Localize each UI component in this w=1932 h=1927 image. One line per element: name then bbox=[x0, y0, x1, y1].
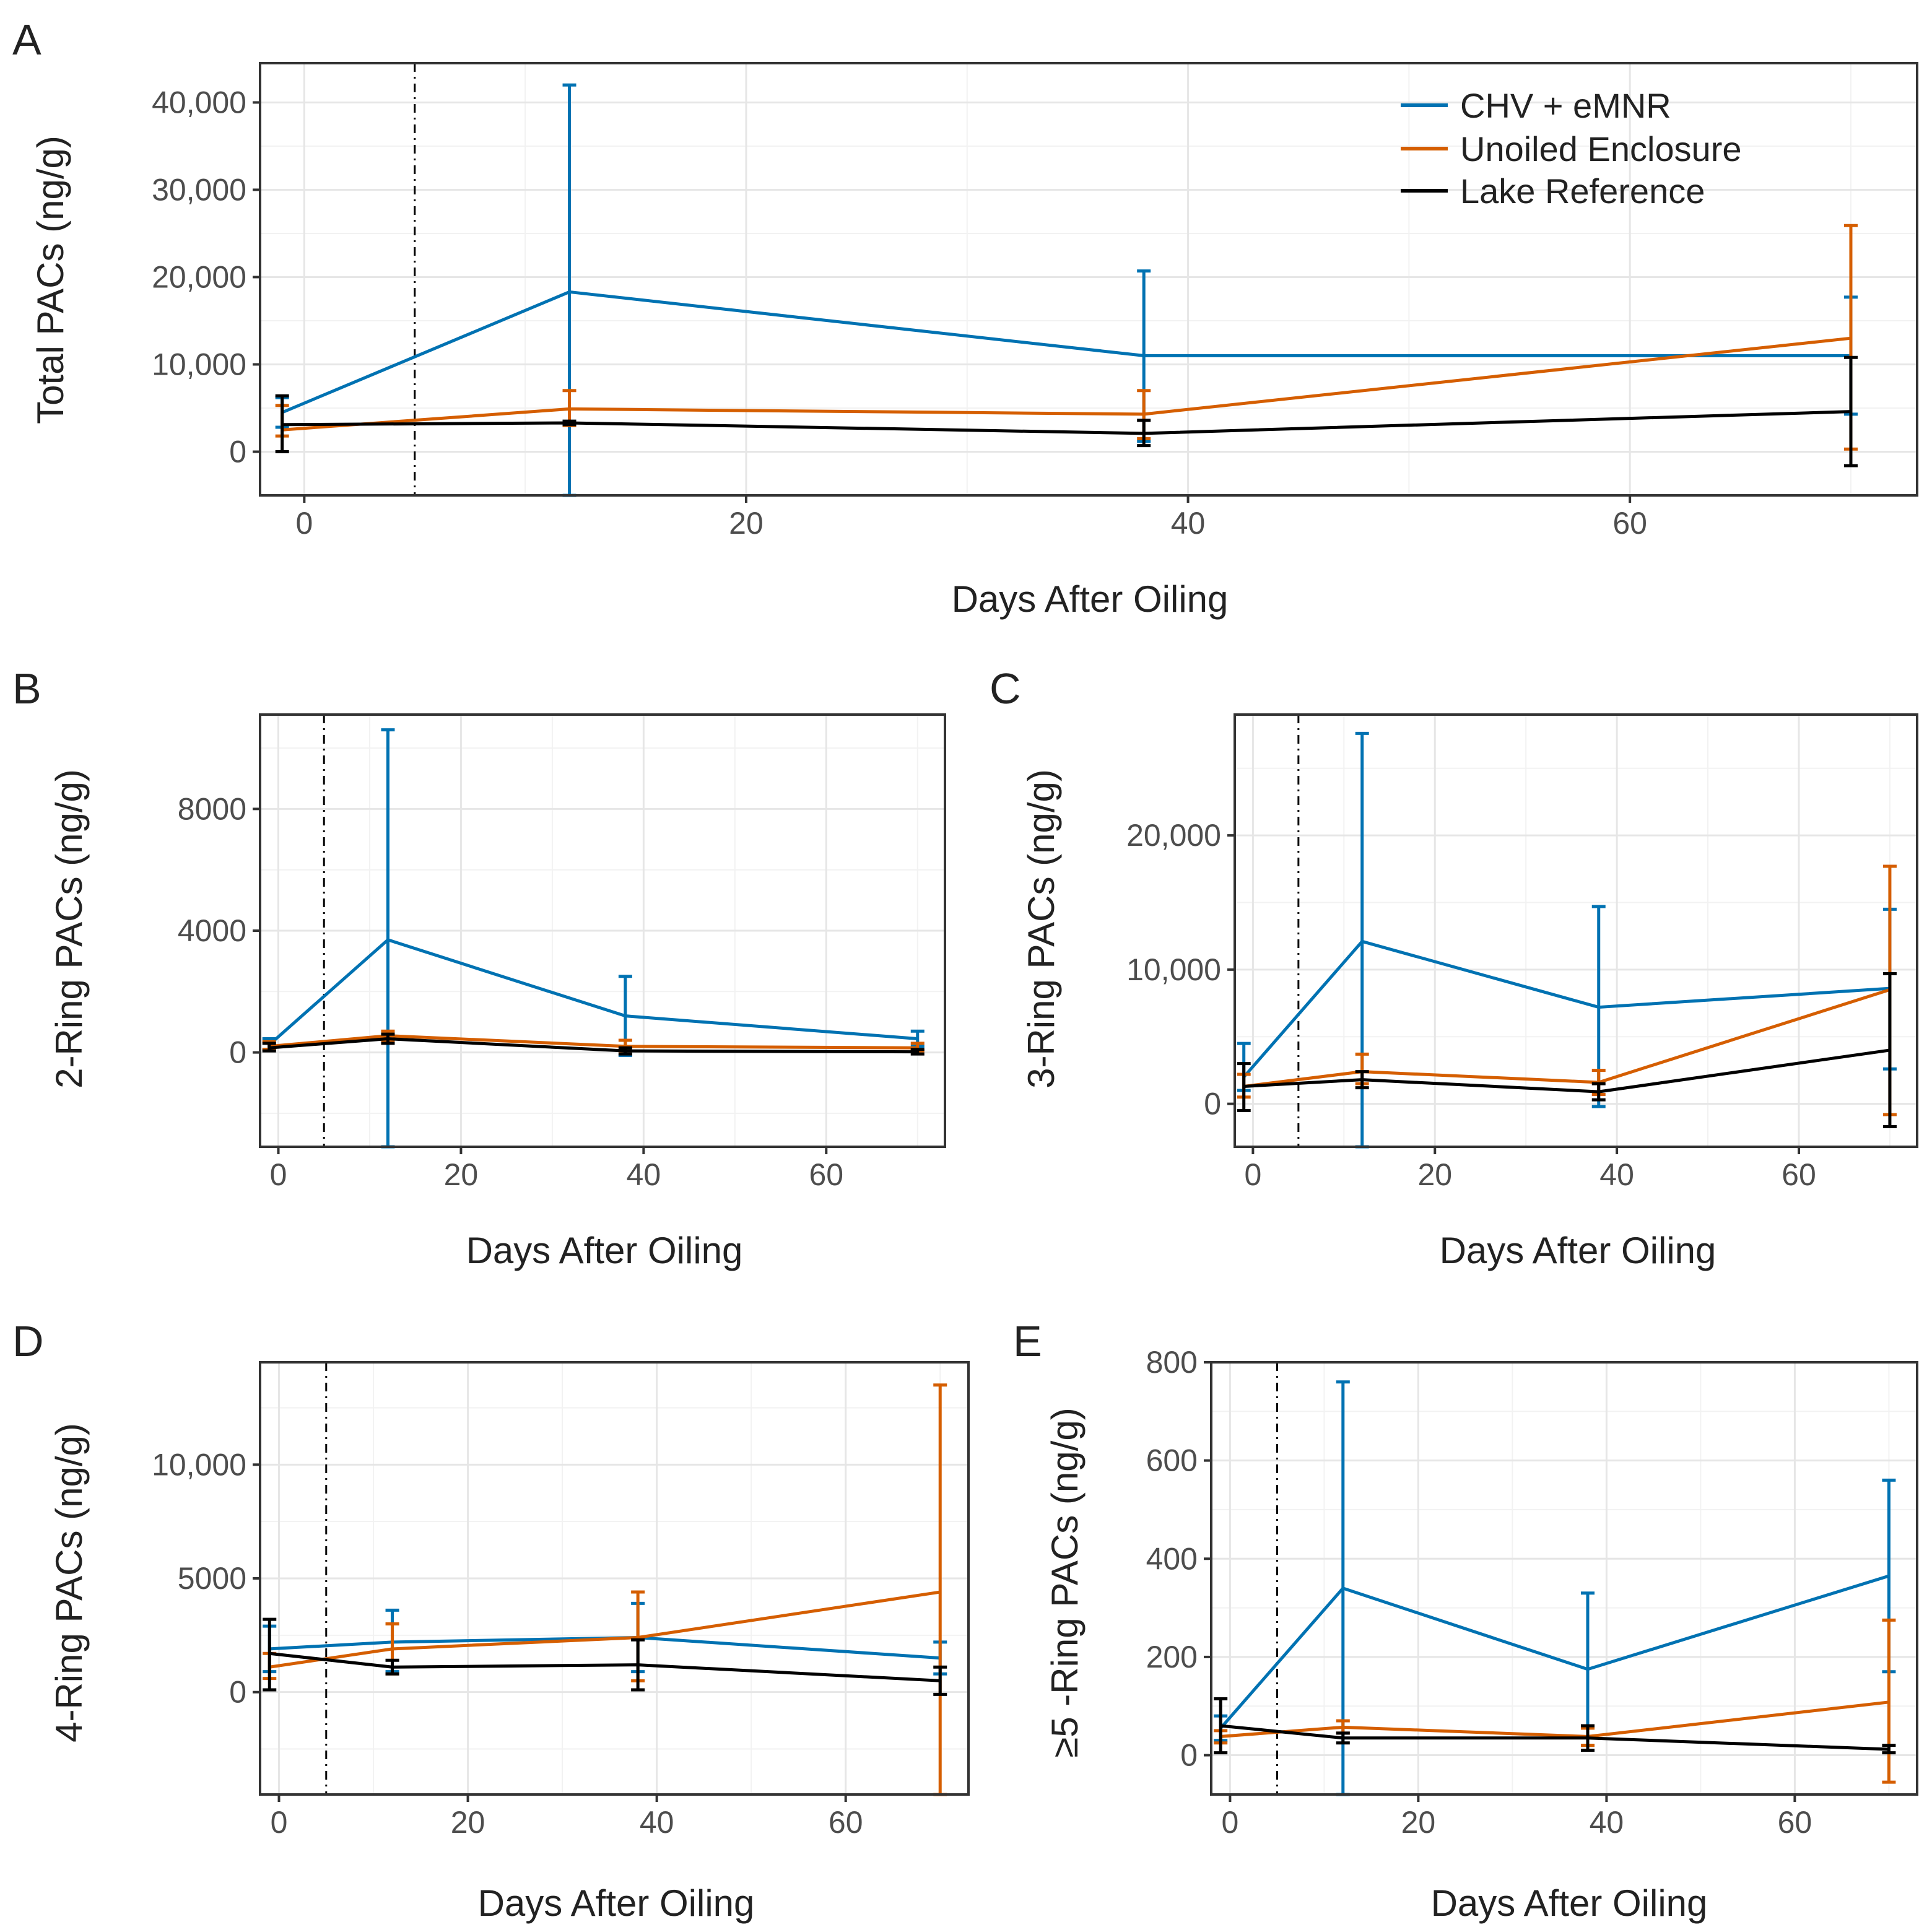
panel-b-series-line-lake-reference bbox=[269, 1037, 918, 1054]
panel-d-series-line-unoiled-enclosure bbox=[269, 1590, 941, 1669]
panel-e-x-tick-label: 0 bbox=[1221, 1805, 1238, 1840]
panel-a-x-tick-label: 0 bbox=[295, 506, 313, 541]
panel-e-y-tick-label: 800 bbox=[1146, 1345, 1198, 1380]
panel-b-y-tick-label: 4000 bbox=[178, 913, 246, 948]
panel-b-x-tick-label: 40 bbox=[627, 1157, 661, 1192]
panel-b-plot: 0 20 40 60 0 4000 8000 bbox=[178, 713, 946, 1192]
panel-c-frame bbox=[1234, 713, 1918, 1148]
panel-e-series-line-lake-reference bbox=[1220, 1724, 1889, 1751]
panel-e-y-axis-title: ≥5 -Ring PACs (ng/g) bbox=[1044, 1407, 1086, 1757]
panel-e-y-tick-label: 400 bbox=[1146, 1541, 1198, 1576]
panel-e-y-tick-label: 200 bbox=[1146, 1640, 1198, 1674]
panel-a-x-axis-title: Days After Oiling bbox=[952, 578, 1229, 620]
panel-d-y-tick-label: 0 bbox=[229, 1675, 246, 1710]
legend-label-lake-reference: Lake Reference bbox=[1460, 172, 1705, 211]
panel-c-x-tick-label: 60 bbox=[1782, 1157, 1816, 1192]
panel-d-series-line-lake-reference bbox=[269, 1651, 941, 1682]
panel-c-y-tick-label: 20,000 bbox=[1126, 818, 1221, 853]
panel-a-y-axis-title: Total PACs (ng/g) bbox=[30, 136, 71, 424]
panel-a-y-tick-label: 40,000 bbox=[152, 85, 246, 120]
panel-b-x-axis-title: Days After Oiling bbox=[466, 1230, 743, 1271]
panel-c-y-axis-title: 3-Ring PACs (ng/g) bbox=[1020, 769, 1062, 1089]
panel-c-x-tick-label: 0 bbox=[1244, 1157, 1261, 1192]
panel-label-d: D bbox=[12, 1317, 44, 1365]
panel-a-series-line-chv-emnr bbox=[281, 290, 1851, 414]
panel-a-series-line-unoiled-enclosure bbox=[282, 336, 1852, 432]
panel-d-y-tick-label: 10,000 bbox=[152, 1447, 246, 1482]
panel-c-y-tick-label: 0 bbox=[1204, 1087, 1221, 1121]
panel-a-y-tick-label: 10,000 bbox=[152, 347, 246, 381]
panel-d-x-tick-label: 0 bbox=[271, 1805, 288, 1840]
panel-d: D 0 20 40 60 0 5000 10,000 Days After Oiling 4… bbox=[12, 1317, 970, 1924]
panel-c-x-tick-label: 40 bbox=[1599, 1157, 1634, 1192]
panel-e-frame bbox=[1210, 1361, 1918, 1796]
panel-b-frame bbox=[259, 713, 946, 1148]
panel-c-y-tick-label: 10,000 bbox=[1126, 952, 1221, 987]
legend-label-chv-emnr: CHV + eMNR bbox=[1460, 86, 1671, 125]
panel-a-series-line-lake-reference bbox=[282, 410, 1852, 435]
panel-c-plot: 0 20 40 60 0 10,000 20,000 bbox=[1126, 713, 1918, 1192]
panel-a-frame bbox=[259, 62, 1918, 497]
panel-label-c: C bbox=[990, 664, 1021, 713]
panel-a-plot: 0 20 40 60 0 10,000 20,000 30,000 40,000 bbox=[152, 62, 1918, 541]
panel-e-x-tick-label: 60 bbox=[1778, 1805, 1812, 1840]
panel-a: A 0 20 40 60 0 10,000 20,000 30,000 40,000 Days … bbox=[12, 15, 1918, 620]
panel-d-series-line-chv-emnr bbox=[269, 1636, 941, 1660]
panel-a-y-tick-label: 20,000 bbox=[152, 259, 246, 294]
panel-e-x-tick-label: 40 bbox=[1590, 1805, 1624, 1840]
panel-d-x-tick-label: 60 bbox=[829, 1805, 863, 1840]
panel-a-x-tick-label: 40 bbox=[1171, 506, 1206, 541]
panel-a-x-tick-label: 60 bbox=[1612, 506, 1647, 541]
panel-d-y-axis-title: 4-Ring PACs (ng/g) bbox=[48, 1423, 90, 1742]
legend-label-unoiled-enclosure: Unoiled Enclosure bbox=[1460, 129, 1741, 168]
panel-d-plot: 0 20 40 60 0 5000 10,000 bbox=[152, 1361, 970, 1840]
panel-label-b: B bbox=[12, 664, 41, 713]
panel-a-background bbox=[260, 63, 1917, 495]
panel-a-y-tick-label: 30,000 bbox=[152, 172, 246, 207]
panel-b-y-tick-label: 8000 bbox=[178, 791, 246, 826]
panel-c-series-line-chv-emnr bbox=[1242, 939, 1891, 1078]
panel-e-series-line-chv-emnr bbox=[1219, 1574, 1890, 1729]
panel-d-x-tick-label: 40 bbox=[640, 1805, 674, 1840]
panel-c-x-tick-label: 20 bbox=[1417, 1157, 1452, 1192]
panel-e-y-tick-label: 600 bbox=[1146, 1443, 1198, 1478]
panel-a-x-tick-label: 20 bbox=[729, 506, 764, 541]
panel-b-x-tick-label: 60 bbox=[809, 1157, 843, 1192]
panel-b-series-line-unoiled-enclosure bbox=[269, 1034, 918, 1050]
panel-b: B 0 20 40 60 0 4000 8000 Days After Oiling 2-R… bbox=[12, 664, 946, 1271]
panel-label-e: E bbox=[1013, 1317, 1042, 1365]
panel-d-y-tick-label: 5000 bbox=[178, 1561, 246, 1596]
panel-b-y-axis-title: 2-Ring PACs (ng/g) bbox=[48, 769, 90, 1089]
panel-c-x-axis-title: Days After Oiling bbox=[1440, 1230, 1717, 1271]
panel-c-series-line-lake-reference bbox=[1243, 1048, 1891, 1094]
panel-d-x-axis-title: Days After Oiling bbox=[478, 1882, 755, 1924]
panel-b-x-tick-label: 20 bbox=[444, 1157, 479, 1192]
panel-c-series-line-unoiled-enclosure bbox=[1243, 988, 1891, 1088]
panel-b-x-tick-label: 0 bbox=[270, 1157, 287, 1192]
panel-a-y-tick-label: 0 bbox=[229, 434, 246, 469]
panel-d-frame bbox=[259, 1361, 970, 1796]
legend: CHV + eMNR Unoiled Enclosure Lake Refere… bbox=[1401, 86, 1741, 211]
panel-e-x-tick-label: 20 bbox=[1401, 1805, 1436, 1840]
panel-d-x-tick-label: 20 bbox=[451, 1805, 485, 1840]
panel-b-series-line-chv-emnr bbox=[268, 938, 918, 1046]
panel-e-y-tick-label: 0 bbox=[1180, 1738, 1198, 1773]
panel-b-y-tick-label: 0 bbox=[229, 1035, 246, 1070]
panel-e-x-axis-title: Days After Oiling bbox=[1431, 1882, 1708, 1924]
panel-e-background bbox=[1211, 1362, 1917, 1794]
panel-c: C 0 20 40 60 0 10,000 20,000 Days After Oiling… bbox=[990, 664, 1918, 1271]
panel-label-a: A bbox=[12, 15, 41, 64]
